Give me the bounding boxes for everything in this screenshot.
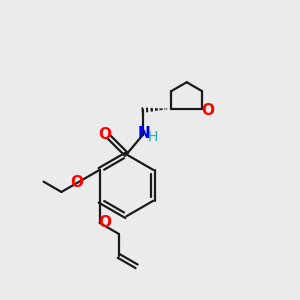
Text: O: O [70,175,83,190]
Text: N: N [138,126,150,141]
Text: H: H [148,130,158,144]
Text: O: O [98,127,111,142]
Text: O: O [98,215,111,230]
Text: O: O [201,103,214,118]
